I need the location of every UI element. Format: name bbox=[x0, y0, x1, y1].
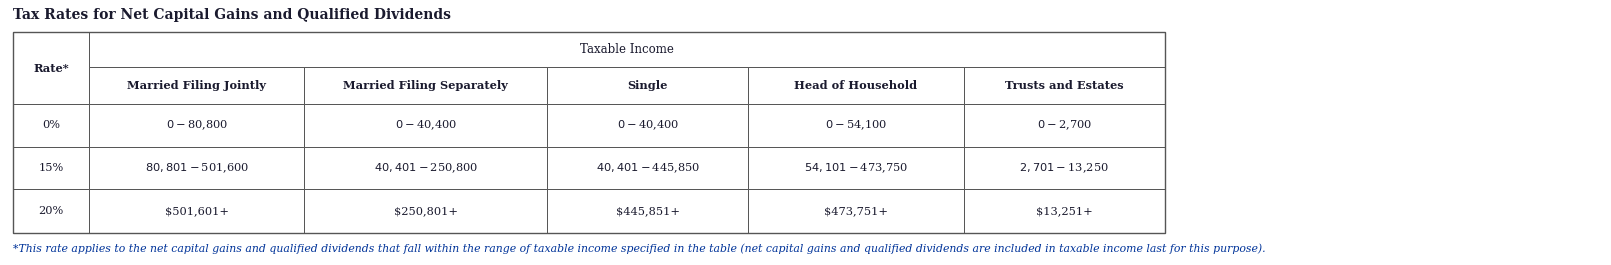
Bar bbox=[13, 104, 89, 147]
Text: $40,401 - $445,850: $40,401 - $445,850 bbox=[596, 161, 699, 175]
Text: Rate*: Rate* bbox=[34, 63, 69, 74]
Text: $40,401 - $250,800: $40,401 - $250,800 bbox=[374, 161, 478, 175]
Text: $0 - $2,700: $0 - $2,700 bbox=[1036, 119, 1092, 132]
Text: $2,701 - $13,250: $2,701 - $13,250 bbox=[1020, 161, 1108, 175]
Bar bbox=[963, 104, 1165, 147]
Bar bbox=[13, 147, 89, 189]
Text: Taxable Income: Taxable Income bbox=[580, 43, 673, 56]
Text: $80,801 - $501,600: $80,801 - $501,600 bbox=[145, 161, 250, 175]
Bar bbox=[963, 189, 1165, 233]
Bar bbox=[963, 147, 1165, 189]
Bar bbox=[89, 147, 304, 189]
Text: $0 - $40,400: $0 - $40,400 bbox=[395, 119, 458, 132]
Bar bbox=[89, 32, 1165, 67]
Text: $0 - $80,800: $0 - $80,800 bbox=[166, 119, 227, 132]
Text: 0%: 0% bbox=[42, 121, 60, 130]
Bar bbox=[304, 104, 548, 147]
Bar bbox=[963, 67, 1165, 104]
Bar bbox=[548, 189, 749, 233]
Bar bbox=[749, 147, 963, 189]
Bar bbox=[749, 67, 963, 104]
Bar bbox=[304, 67, 548, 104]
Text: $473,751+: $473,751+ bbox=[823, 206, 888, 216]
Bar bbox=[89, 104, 304, 147]
Text: $13,251+: $13,251+ bbox=[1036, 206, 1092, 216]
Bar bbox=[89, 189, 304, 233]
Bar bbox=[749, 104, 963, 147]
Bar bbox=[13, 32, 1165, 233]
Bar bbox=[13, 189, 89, 233]
Text: $250,801+: $250,801+ bbox=[393, 206, 458, 216]
Bar bbox=[548, 147, 749, 189]
Text: Married Filing Jointly: Married Filing Jointly bbox=[127, 80, 266, 91]
Text: *This rate applies to the net capital gains and qualified dividends that fall wi: *This rate applies to the net capital ga… bbox=[13, 244, 1266, 254]
Bar bbox=[89, 67, 304, 104]
Text: Married Filing Separately: Married Filing Separately bbox=[343, 80, 507, 91]
Text: $0 - $54,100: $0 - $54,100 bbox=[825, 119, 888, 132]
Text: $0 - $40,400: $0 - $40,400 bbox=[617, 119, 678, 132]
Text: Single: Single bbox=[628, 80, 669, 91]
Bar bbox=[304, 147, 548, 189]
Text: Tax Rates for Net Capital Gains and Qualified Dividends: Tax Rates for Net Capital Gains and Qual… bbox=[13, 8, 451, 22]
Bar bbox=[749, 189, 963, 233]
Text: 20%: 20% bbox=[39, 206, 64, 216]
Text: 15%: 15% bbox=[39, 163, 64, 173]
Bar bbox=[304, 189, 548, 233]
Text: $54,101 - $473,750: $54,101 - $473,750 bbox=[804, 161, 909, 175]
Bar bbox=[548, 104, 749, 147]
Text: Head of Household: Head of Household bbox=[794, 80, 918, 91]
Bar bbox=[548, 67, 749, 104]
Text: $501,601+: $501,601+ bbox=[164, 206, 229, 216]
Text: $445,851+: $445,851+ bbox=[615, 206, 680, 216]
Text: Trusts and Estates: Trusts and Estates bbox=[1005, 80, 1123, 91]
Bar bbox=[13, 32, 89, 104]
